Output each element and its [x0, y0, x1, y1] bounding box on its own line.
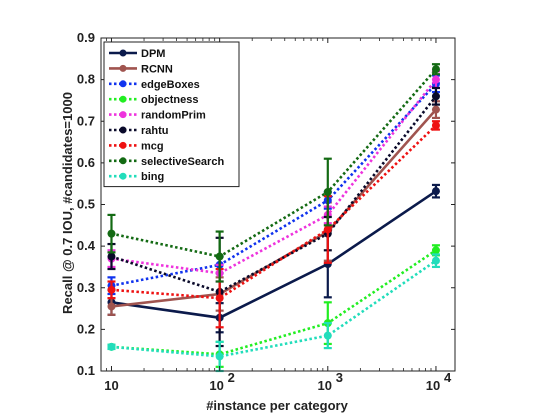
x-axis-label: #instance per category: [206, 398, 348, 413]
legend-entry-rahtu: rahtu: [109, 125, 169, 137]
series-DPM: [107, 183, 440, 334]
data-point: [431, 65, 440, 74]
legend: DPM RCNN edgeBoxes objectness randomPrim raht…: [103, 41, 240, 188]
legend-entry-DPM: DPM: [109, 48, 165, 60]
series-line: [111, 249, 437, 356]
data-point: [215, 294, 224, 303]
data-point: [323, 225, 332, 234]
series-line: [111, 124, 437, 300]
axes: 0.1 0.2 0.3 0.4 0.5 0.6 0.7 0.8 0.9 10 10 2 10 3 10 4: [77, 30, 456, 393]
legend-marker: [119, 111, 127, 119]
legend-label: objectness: [141, 94, 198, 106]
data-point: [431, 121, 440, 130]
legend-marker: [119, 95, 127, 103]
x-tick-label: 10: [426, 378, 440, 393]
x-tick-label: 10: [104, 378, 118, 393]
legend-marker: [119, 157, 127, 165]
data-point: [431, 187, 440, 196]
x-tick-exponent: 2: [228, 370, 235, 385]
legend-label: mcg: [141, 140, 164, 152]
legend-marker: [119, 126, 127, 134]
data-point: [107, 252, 116, 261]
legend-label: RCNN: [141, 63, 173, 75]
data-point: [431, 256, 440, 265]
y-tick-label: 0.8: [77, 72, 95, 87]
data-point: [431, 75, 440, 84]
legend-marker: [119, 172, 127, 180]
data-point: [431, 105, 440, 114]
data-point: [215, 252, 224, 261]
legend-label: bing: [141, 171, 164, 183]
y-tick-label: 0.3: [77, 280, 95, 295]
data-point: [323, 331, 332, 340]
y-tick-label: 0.7: [77, 113, 95, 128]
data-point: [431, 246, 440, 255]
y-tick-label: 0.2: [77, 321, 95, 336]
legend-marker: [119, 141, 127, 149]
x-tick-exponent: 3: [336, 370, 343, 385]
legend-label: edgeBoxes: [141, 79, 200, 91]
data-point: [323, 188, 332, 197]
legend-label: selectiveSearch: [141, 156, 224, 168]
data-point: [107, 302, 116, 311]
series-line: [111, 95, 437, 294]
y-tick-label: 0.1: [77, 363, 95, 378]
y-tick-label: 0.5: [77, 197, 95, 212]
data-point: [107, 342, 116, 351]
data-point: [215, 352, 224, 361]
legend-entry-edgeBoxes: edgeBoxes: [109, 79, 200, 91]
legend-entry-RCNN: RCNN: [109, 63, 173, 75]
legend-entry-mcg: mcg: [109, 140, 164, 152]
legend-marker: [119, 80, 127, 88]
y-tick-label: 0.6: [77, 155, 95, 170]
y-tick-label: 0.4: [77, 238, 96, 253]
legend-label: rahtu: [141, 125, 169, 137]
legend-label: randomPrim: [141, 110, 206, 122]
legend-entry-bing: bing: [109, 171, 164, 183]
y-tick-label: 0.9: [77, 30, 95, 45]
legend-entry-selectiveSearch: selectiveSearch: [109, 156, 224, 168]
legend-entry-objectness: objectness: [109, 94, 198, 106]
data-point: [107, 229, 116, 238]
legend-marker: [119, 64, 127, 72]
data-point: [107, 285, 116, 294]
x-tick-exponent: 4: [444, 370, 452, 385]
legend-entry-randomPrim: randomPrim: [109, 110, 206, 122]
legend-label: DPM: [141, 48, 165, 60]
plot-area: [107, 63, 440, 373]
x-tick-label: 10: [318, 378, 332, 393]
series-bing: [107, 253, 440, 373]
series-selectiveSearch: [107, 63, 440, 283]
series-line: [111, 68, 437, 258]
x-tick-label: 10: [209, 378, 223, 393]
series-mcg: [107, 120, 440, 329]
y-axis-label: Recall @ 0.7 IOU, #candidates=1000: [60, 92, 75, 314]
data-point: [431, 92, 440, 101]
series-line: [111, 190, 437, 320]
legend-marker: [119, 49, 127, 57]
series-line: [111, 78, 437, 275]
